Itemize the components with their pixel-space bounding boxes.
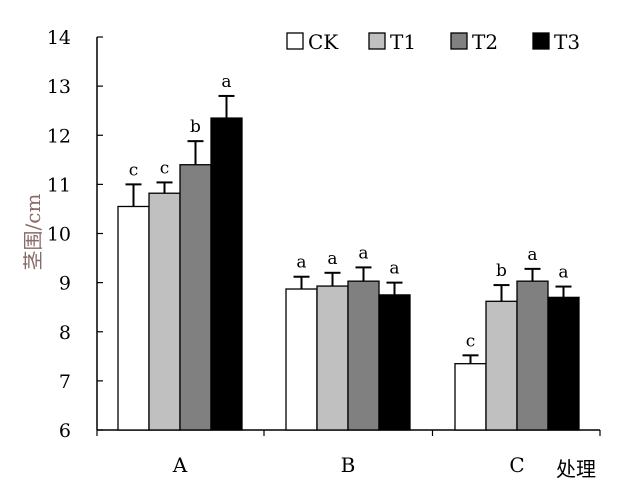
legend-swatch — [368, 32, 386, 50]
y-tick-label: 6 — [59, 420, 71, 442]
significance-letter: a — [358, 243, 368, 263]
x-tick-label: C — [509, 453, 524, 477]
legend-swatch — [286, 32, 304, 50]
bar — [378, 294, 411, 431]
legend-swatch — [532, 32, 550, 50]
bar — [285, 288, 318, 431]
x-tick-label: B — [341, 453, 356, 477]
bar — [179, 164, 212, 431]
y-tick-label: 12 — [47, 125, 71, 147]
bar — [485, 300, 518, 431]
significance-letter: a — [221, 72, 231, 92]
legend: CK T1 T2 T3 — [286, 30, 580, 54]
y-tick-label: 11 — [47, 174, 71, 196]
y-tick-label: 9 — [59, 273, 71, 295]
x-axis-label: 处理 — [556, 457, 596, 481]
significance-letter: a — [327, 249, 337, 269]
legend-swatch — [450, 32, 468, 50]
significance-letter: c — [160, 158, 170, 178]
y-tick-label: 10 — [47, 224, 71, 246]
y-tick-label: 7 — [59, 371, 71, 393]
significance-letter: b — [190, 117, 201, 137]
y-tick-label: 8 — [59, 322, 71, 344]
y-tick-label: 13 — [47, 76, 71, 98]
significance-letter: c — [129, 160, 139, 180]
legend-label: T2 — [472, 30, 498, 54]
significance-letter: a — [389, 259, 399, 279]
significance-letter: a — [558, 263, 568, 283]
bar — [210, 117, 243, 431]
y-axis-label: 茎围/cm — [21, 194, 45, 271]
legend-label: T3 — [554, 30, 580, 54]
bar — [547, 296, 580, 431]
significance-letter: c — [466, 331, 476, 351]
bar — [516, 280, 549, 431]
bar — [347, 280, 380, 431]
legend-label: T1 — [390, 30, 416, 54]
bar — [148, 192, 181, 431]
y-tick-label: 14 — [47, 27, 71, 49]
bar — [117, 205, 150, 431]
significance-letter: a — [296, 253, 306, 273]
significance-letter: b — [496, 261, 507, 281]
x-tick-label: A — [172, 453, 188, 477]
legend-label: CK — [308, 30, 339, 54]
significance-letter: a — [527, 245, 537, 265]
bar — [316, 285, 349, 431]
bar — [454, 363, 487, 431]
